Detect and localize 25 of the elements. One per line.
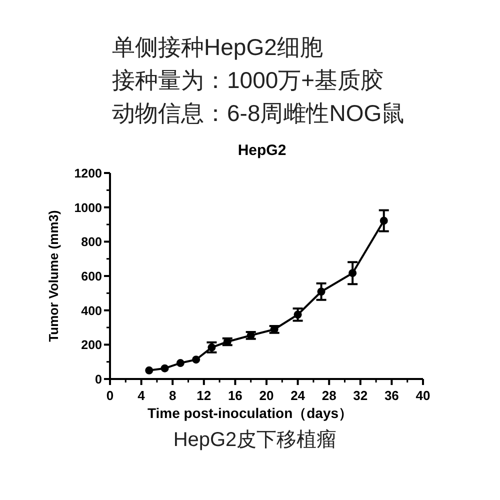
- y-axis-title: Tumor Volume (mm3): [46, 210, 61, 342]
- x-tick-label: 4: [138, 388, 146, 403]
- y-tick-label: 800: [81, 235, 102, 250]
- y-tick-label: 0: [95, 372, 102, 386]
- y-tick-label: 600: [81, 270, 102, 284]
- x-tick-label: 8: [168, 388, 176, 403]
- x-tick-label: 20: [259, 388, 274, 403]
- x-tick-label: 36: [384, 388, 399, 403]
- text: 动物信息：6-8周雌性NOG鼠: [112, 100, 405, 126]
- y-tick-label: 400: [81, 304, 102, 318]
- y-tick-label: 1000: [74, 200, 102, 215]
- text: HepG2皮下移植瘤: [173, 429, 337, 451]
- x-tick-label: 12: [196, 388, 212, 403]
- chart-title: HepG2: [238, 142, 286, 159]
- x-tick-label: 16: [228, 388, 242, 403]
- y-tick-label: 200: [81, 338, 102, 352]
- text: 接种量为：1000万+基质胶: [112, 67, 384, 93]
- x-tick-label: 40: [416, 388, 430, 403]
- x-tick-label: 24: [290, 388, 306, 403]
- x-tick-label: 0: [106, 388, 114, 403]
- x-axis-title: Time post-inoculation（days）: [147, 405, 353, 421]
- x-tick-label: 32: [353, 388, 368, 403]
- text: 单侧接种HepG2细胞: [112, 34, 323, 60]
- y-tick-label: 1200: [74, 166, 102, 180]
- x-tick-label: 28: [322, 388, 336, 403]
